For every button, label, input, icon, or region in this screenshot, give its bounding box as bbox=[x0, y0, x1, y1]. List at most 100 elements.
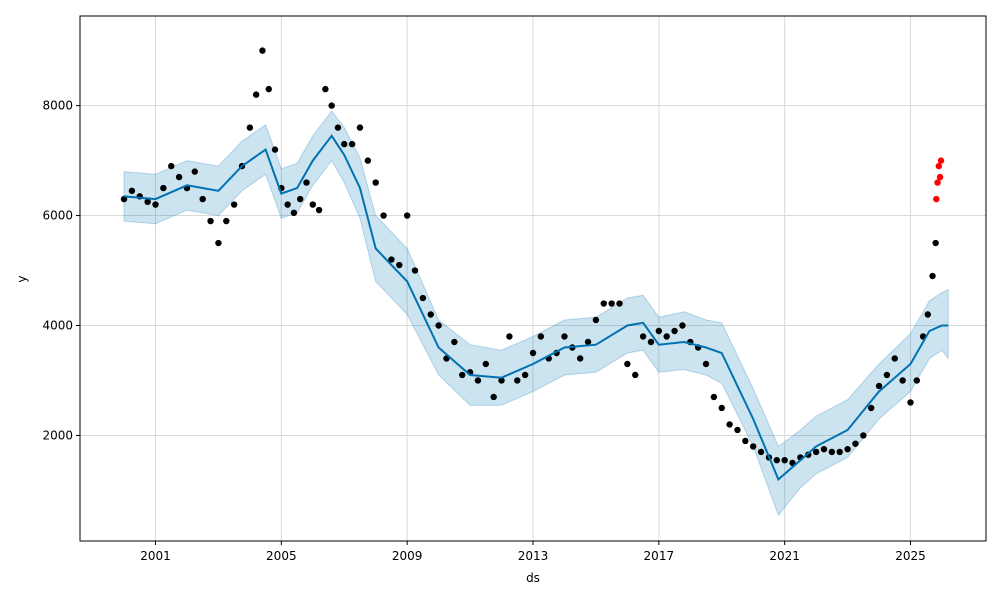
observed-point-39 bbox=[403, 212, 411, 219]
observed-point-108 bbox=[932, 239, 939, 247]
observed-point-82 bbox=[742, 437, 749, 445]
forecast-yhat-line bbox=[123, 134, 949, 482]
observed-point-11 bbox=[207, 217, 214, 225]
observed-point-40 bbox=[411, 267, 419, 274]
observed-point-20 bbox=[271, 146, 279, 153]
x-tick-label-5: 2021 bbox=[769, 549, 800, 563]
x-tick-label-0: 2001 bbox=[140, 549, 171, 563]
observed-point-107 bbox=[929, 272, 936, 280]
observed-point-106 bbox=[924, 311, 932, 318]
observed-point-45 bbox=[451, 338, 458, 346]
observed-point-99 bbox=[875, 382, 883, 390]
observed-point-6 bbox=[168, 162, 175, 170]
observed-point-3 bbox=[144, 198, 151, 206]
observed-point-69 bbox=[639, 333, 647, 340]
observed-point-28 bbox=[322, 85, 329, 93]
observed-point-19 bbox=[265, 85, 272, 93]
observed-point-104 bbox=[913, 377, 920, 384]
observed-point-23 bbox=[290, 209, 298, 217]
observed-point-101 bbox=[891, 355, 898, 362]
y-tick-label-2: 6000 bbox=[42, 209, 73, 223]
observed-point-78 bbox=[710, 393, 718, 401]
observed-point-50 bbox=[490, 393, 497, 401]
observed-point-81 bbox=[734, 426, 741, 434]
observed-point-29 bbox=[328, 102, 335, 109]
observed-point-91 bbox=[812, 448, 820, 456]
observed-point-65 bbox=[608, 300, 615, 307]
observed-point-102 bbox=[899, 377, 906, 384]
observed-point-4 bbox=[152, 201, 159, 208]
observed-point-64 bbox=[600, 300, 607, 307]
observed-point-86 bbox=[773, 456, 781, 464]
x-tick-label-1: 2005 bbox=[266, 549, 297, 563]
recent-point-2 bbox=[935, 162, 943, 170]
observed-point-17 bbox=[252, 91, 260, 98]
observed-point-68 bbox=[632, 371, 639, 379]
y-axis: 2000 4000 6000 8000 bbox=[42, 99, 80, 442]
observed-point-13 bbox=[223, 217, 230, 225]
observed-point-25 bbox=[303, 179, 310, 186]
observed-point-31 bbox=[341, 140, 348, 148]
observed-point-70 bbox=[647, 338, 655, 346]
observed-point-7 bbox=[175, 173, 183, 181]
observed-point-12 bbox=[215, 239, 222, 247]
uncertainty-interval bbox=[123, 110, 949, 517]
y-tick-label-1: 4000 bbox=[42, 319, 73, 333]
observed-point-48 bbox=[474, 377, 482, 384]
observed-point-53 bbox=[514, 377, 521, 384]
observed-point-35 bbox=[372, 179, 379, 186]
interval-band bbox=[123, 110, 949, 517]
observed-point-5 bbox=[160, 184, 167, 192]
observed-point-98 bbox=[867, 404, 875, 412]
observed-point-55 bbox=[529, 349, 537, 357]
recent-points bbox=[933, 157, 945, 203]
observed-point-36 bbox=[380, 212, 387, 219]
observed-point-83 bbox=[750, 443, 757, 450]
y-axis-title: y bbox=[15, 275, 29, 282]
grid-lines bbox=[80, 16, 986, 541]
observed-point-66 bbox=[616, 300, 623, 307]
observed-point-1 bbox=[128, 187, 136, 195]
x-tick-label-2: 2009 bbox=[392, 549, 423, 563]
observed-point-38 bbox=[396, 261, 403, 269]
observed-point-95 bbox=[844, 445, 851, 453]
observed-point-32 bbox=[348, 140, 356, 148]
observed-point-41 bbox=[419, 294, 427, 302]
observed-point-51 bbox=[498, 377, 505, 384]
recent-point-1 bbox=[934, 179, 941, 186]
observed-points bbox=[120, 47, 939, 467]
observed-point-27 bbox=[315, 206, 323, 214]
recent-point-3 bbox=[936, 173, 944, 181]
observed-point-59 bbox=[561, 333, 568, 340]
observed-point-16 bbox=[246, 124, 254, 131]
observed-point-93 bbox=[828, 448, 836, 456]
observed-point-79 bbox=[718, 404, 725, 412]
observed-point-14 bbox=[230, 201, 238, 208]
observed-point-94 bbox=[836, 448, 843, 456]
recent-point-0 bbox=[933, 195, 940, 203]
x-axis: 2001 2005 2009 2013 2017 2021 2025 bbox=[140, 541, 926, 563]
x-tick-label-6: 2025 bbox=[895, 549, 926, 563]
observed-point-0 bbox=[120, 195, 128, 203]
y-tick-label-0: 2000 bbox=[42, 428, 73, 442]
observed-point-80 bbox=[726, 421, 733, 428]
observed-point-67 bbox=[624, 360, 631, 368]
observed-point-56 bbox=[537, 333, 545, 340]
observed-point-37 bbox=[388, 256, 395, 263]
y-tick-label-3: 8000 bbox=[42, 99, 73, 113]
observed-point-103 bbox=[907, 399, 914, 406]
recent-point-4 bbox=[937, 157, 945, 164]
forecast-line bbox=[123, 134, 949, 482]
observed-point-30 bbox=[334, 124, 342, 131]
observed-point-24 bbox=[297, 195, 304, 203]
observed-point-42 bbox=[427, 311, 434, 318]
observed-point-22 bbox=[284, 201, 291, 208]
observed-point-63 bbox=[592, 316, 600, 324]
observed-point-100 bbox=[883, 371, 891, 379]
observed-point-61 bbox=[576, 355, 584, 362]
observed-point-62 bbox=[584, 338, 592, 346]
observed-point-10 bbox=[199, 195, 206, 203]
observed-point-84 bbox=[757, 448, 765, 456]
observed-point-49 bbox=[482, 360, 490, 368]
